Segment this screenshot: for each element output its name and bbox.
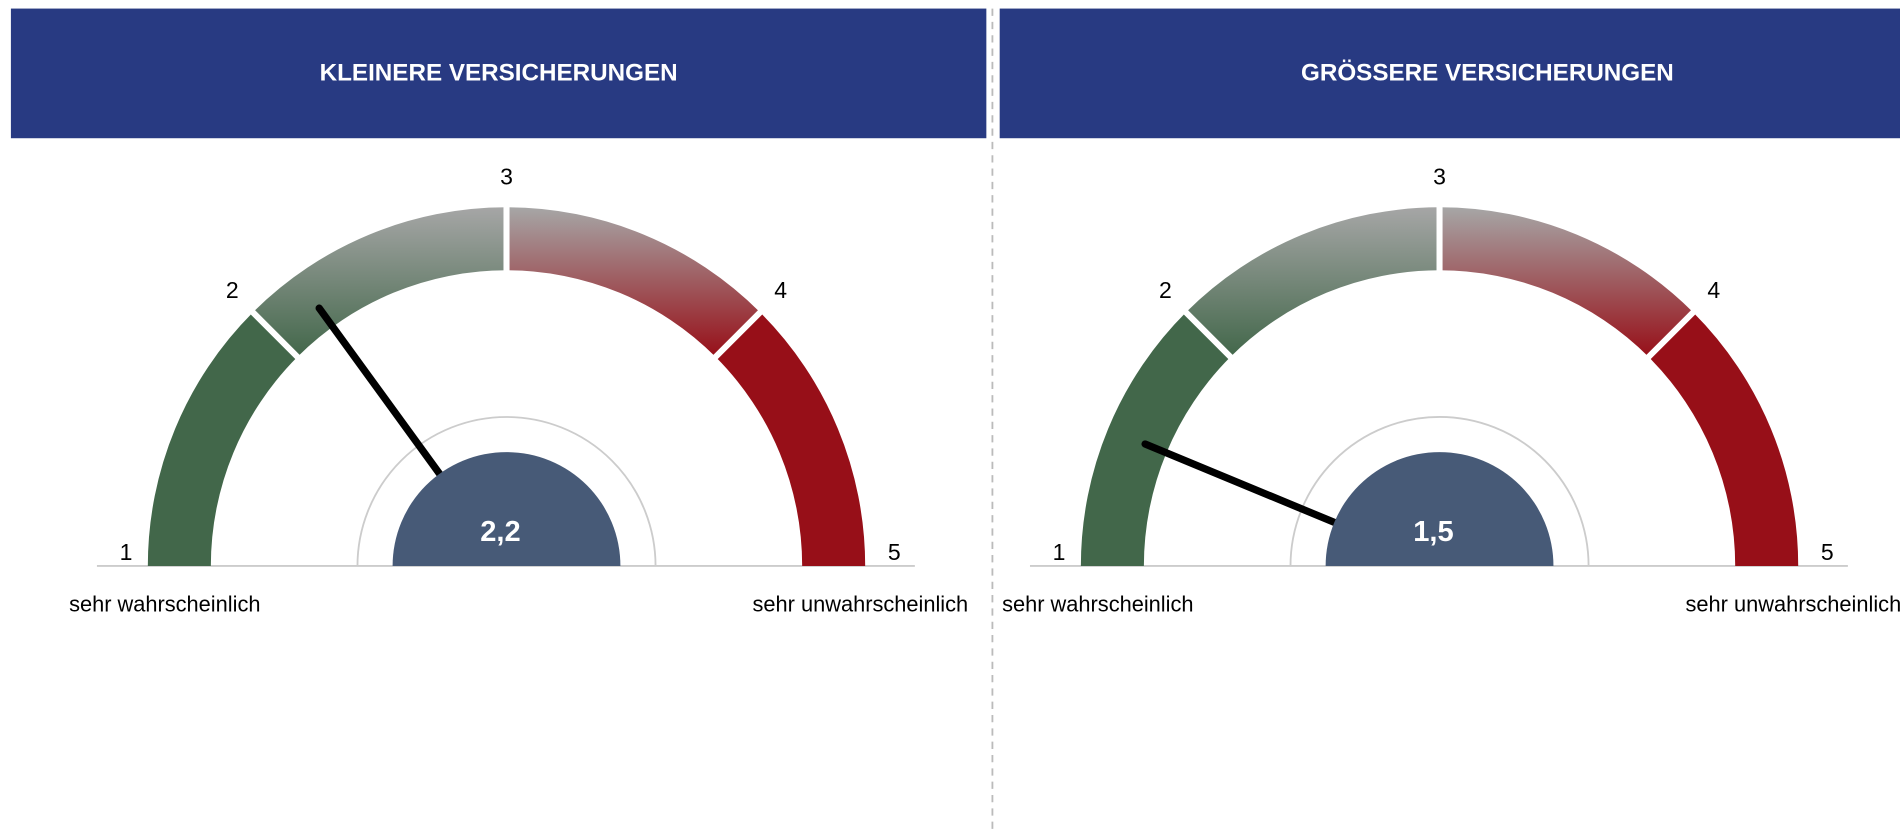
header-title: KLEINERE VERSICHERUNGEN — [320, 59, 678, 86]
low-label: sehr wahrscheinlich — [1002, 592, 1193, 617]
hub-ring — [356, 416, 657, 566]
tick-label: 4 — [774, 277, 787, 303]
tick-separator — [711, 308, 764, 361]
tick-label: 4 — [1707, 277, 1720, 303]
tick-label: 1 — [120, 539, 133, 565]
value-label: 2,2 — [480, 516, 520, 548]
gauge-band — [506, 207, 761, 357]
high-label: sehr unwahrscheinlich — [753, 592, 969, 617]
tick-label: 2 — [1159, 277, 1172, 303]
gauge-band — [252, 207, 507, 357]
header-title: GRÖSSERE VERSICHERUNGEN — [1301, 59, 1674, 86]
high-label: sehr unwahrscheinlich — [1686, 592, 1900, 617]
header — [10, 8, 987, 139]
gauge-band — [1185, 207, 1440, 357]
hub — [392, 452, 621, 566]
gauge-band — [1080, 312, 1231, 566]
header — [999, 8, 1900, 139]
gauge-band — [715, 312, 866, 566]
gauge-band — [1648, 312, 1799, 566]
tick-separator — [1644, 308, 1698, 361]
tick-separator — [249, 308, 302, 361]
gauge-band — [147, 312, 298, 566]
gauge-band — [1439, 207, 1694, 357]
tick-separator — [1182, 308, 1235, 361]
value-label: 1,5 — [1413, 516, 1453, 548]
low-label: sehr wahrscheinlich — [69, 592, 260, 617]
hub — [1325, 452, 1554, 566]
needle — [315, 304, 448, 484]
tick-label: 5 — [1821, 539, 1834, 565]
tick-label: 3 — [1433, 163, 1446, 189]
tick-label: 1 — [1053, 539, 1066, 565]
tick-label: 3 — [500, 163, 513, 189]
hub-ring — [1289, 416, 1590, 566]
tick-label: 5 — [888, 539, 901, 565]
tick-label: 2 — [226, 277, 239, 303]
needle — [1141, 440, 1345, 529]
